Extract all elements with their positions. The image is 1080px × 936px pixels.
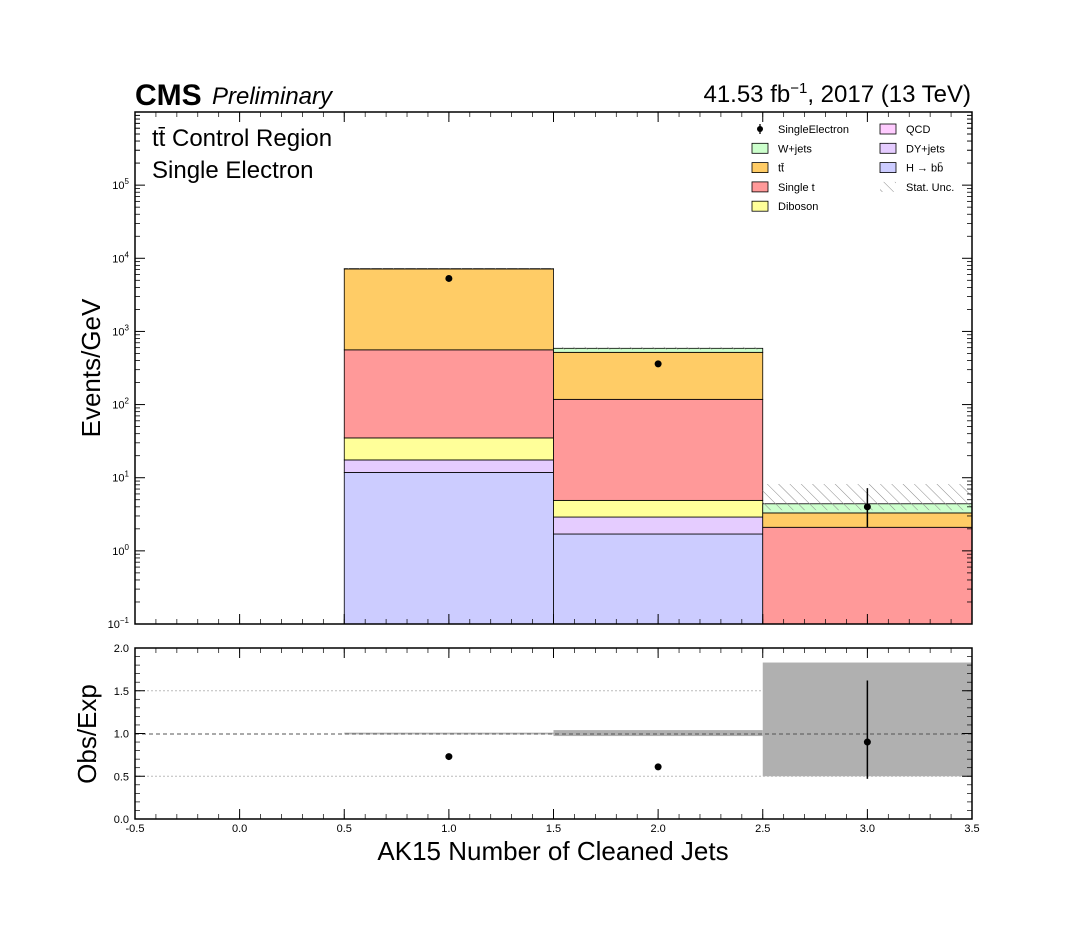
x-axis-label: AK15 Number of Cleaned Jets xyxy=(377,836,728,866)
ratio-point-bin3 xyxy=(863,738,871,746)
legend-dyjets-label: DY+jets xyxy=(906,143,945,155)
x-tick-label: 3.0 xyxy=(860,823,875,835)
x-tick-label: -0.5 xyxy=(126,823,145,835)
legend-unc-label: Stat. Unc. xyxy=(906,182,954,194)
ratio-points xyxy=(445,680,871,779)
stack-bar-ttbar-bin1 xyxy=(343,268,554,351)
legend-qcd-label: QCD xyxy=(906,124,931,136)
ratio-y-tick-label: 0.0 xyxy=(114,814,129,826)
legend-wjets-swatch xyxy=(751,142,769,154)
x-tick-label: 2.5 xyxy=(755,823,770,835)
x-tick-label: 1.0 xyxy=(441,823,456,835)
stack-bar-singlet-bin1 xyxy=(343,349,554,439)
legend-diboson-swatch xyxy=(751,200,769,212)
legend-hbb-label: H → bb̄ xyxy=(906,162,943,175)
region-title: tt̄ Control Region xyxy=(152,125,332,152)
ratio-band-bin2 xyxy=(553,730,763,737)
legend-qcd-swatch xyxy=(879,123,897,135)
main-stack xyxy=(343,268,972,624)
status-label: Preliminary xyxy=(212,83,334,110)
legend-ttbar-swatch xyxy=(751,162,769,174)
main-axes: 10−1 100 101 102 103 104 105 xyxy=(108,112,973,631)
legend-ttbar-label: tt̄ xyxy=(778,162,784,174)
legend-diboson-label: Diboson xyxy=(778,201,818,213)
y-tick-label: 104 xyxy=(112,250,129,265)
ratio-axes: -0.5 0.0 0.5 1.0 1.5 2.0 2.5 3.0 3.50.00.51.01.5… xyxy=(114,643,980,835)
legend-dyjets-swatch xyxy=(879,142,897,154)
legend-data-label: SingleElectron xyxy=(778,124,849,136)
stat-unc-bin1 xyxy=(344,268,554,270)
y-axis-label: Events/GeV xyxy=(76,298,106,437)
ratio-y-tick-label: 1.0 xyxy=(114,729,129,741)
x-tick-label: 0.5 xyxy=(337,823,352,835)
legend-data-marker xyxy=(757,126,763,132)
data-point-bin2 xyxy=(654,360,662,368)
x-tick-label: 3.5 xyxy=(964,823,979,835)
stack-bar-ttbar-bin2 xyxy=(553,351,764,400)
x-tick-label: 1.5 xyxy=(546,823,561,835)
y-tick-label: 103 xyxy=(112,323,129,338)
ratio-band-bin1 xyxy=(344,732,554,735)
y-tick-label: 101 xyxy=(112,470,129,485)
y-tick-label: 100 xyxy=(112,543,129,558)
region-subtitle: Single Electron xyxy=(152,157,313,184)
stack-bar-dyjets-bin2 xyxy=(553,516,764,535)
ratio-y-tick-label: 0.5 xyxy=(114,771,129,783)
stack-bar-singlet-bin2 xyxy=(553,398,764,501)
data-points xyxy=(445,274,871,528)
stack-bar-hbb-bin1 xyxy=(343,472,554,624)
ratio-y-tick-label: 2.0 xyxy=(114,643,129,655)
ratio-y-axis-label: Obs/Exp xyxy=(72,684,102,784)
data-point-bin1 xyxy=(445,274,453,282)
y-tick-label: 102 xyxy=(112,397,129,412)
x-tick-label: 0.0 xyxy=(232,823,247,835)
y-tick-label: 105 xyxy=(112,177,129,192)
stack-bar-dyjets-bin1 xyxy=(343,459,554,473)
ratio-uncertainty-bands xyxy=(344,662,972,777)
x-tick-label: 2.0 xyxy=(650,823,665,835)
legend-singlet-label: Single t xyxy=(778,182,815,194)
legend: SingleElectron QCD W+jets DY+jets tt̄ H → bb̄… xyxy=(751,123,954,213)
ratio-point-bin2 xyxy=(654,763,662,771)
legend-unc-swatch xyxy=(880,181,896,192)
legend-singlet-swatch xyxy=(751,181,769,193)
stack-bar-diboson-bin2 xyxy=(553,499,764,518)
data-point-bin3 xyxy=(863,503,871,511)
ratio-y-tick-label: 1.5 xyxy=(114,686,129,698)
stack-bar-hbb-bin2 xyxy=(553,533,764,624)
stack-bar-diboson-bin1 xyxy=(343,437,554,461)
ratio-point-bin1 xyxy=(445,753,453,761)
y-tick-label: 10−1 xyxy=(108,616,130,631)
stat-unc-bin2 xyxy=(553,346,763,350)
experiment-label: CMS xyxy=(135,79,202,112)
legend-wjets-label: W+jets xyxy=(778,143,812,155)
luminosity-label: 41.53 fb−1, 2017 (13 TeV) xyxy=(703,80,971,108)
stack-bar-singlet-bin3 xyxy=(762,526,972,624)
legend-hbb-swatch xyxy=(879,162,897,174)
